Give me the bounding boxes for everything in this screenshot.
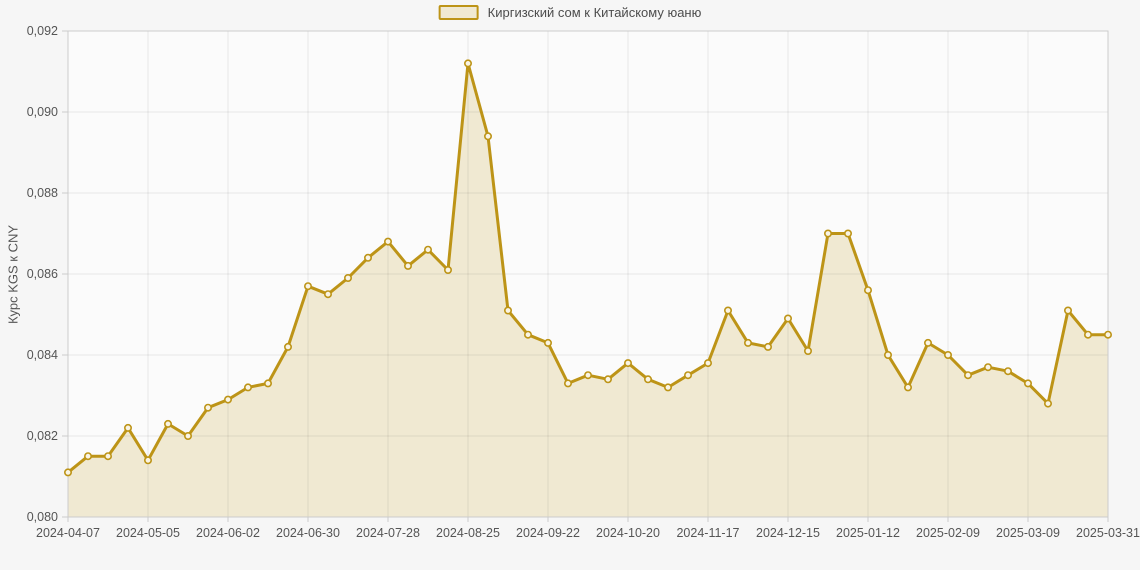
- data-point-marker[interactable]: [943, 350, 952, 359]
- data-point-marker[interactable]: [84, 452, 93, 461]
- y-tick-label: 0,088: [27, 186, 58, 200]
- data-point-marker[interactable]: [663, 383, 672, 392]
- y-tick-label: 0,092: [27, 24, 58, 38]
- data-point-marker[interactable]: [803, 346, 812, 355]
- data-point-marker[interactable]: [883, 350, 892, 359]
- data-point-marker[interactable]: [843, 229, 852, 238]
- data-point-marker[interactable]: [643, 375, 652, 384]
- data-point-marker[interactable]: [703, 359, 712, 368]
- data-point-marker[interactable]: [823, 229, 832, 238]
- data-point-marker[interactable]: [383, 237, 392, 246]
- legend-swatch-icon: [438, 5, 479, 20]
- data-point-marker[interactable]: [1044, 399, 1053, 408]
- x-tick-label: 2024-06-30: [276, 526, 340, 540]
- data-point-marker[interactable]: [863, 286, 872, 295]
- data-point-marker[interactable]: [743, 338, 752, 347]
- data-point-marker[interactable]: [983, 363, 992, 372]
- data-point-marker[interactable]: [323, 290, 332, 299]
- x-tick-label: 2024-04-07: [36, 526, 100, 540]
- y-tick-label: 0,086: [27, 267, 58, 281]
- x-tick-label: 2024-06-02: [196, 526, 260, 540]
- data-point-marker[interactable]: [1003, 367, 1012, 376]
- data-point-marker[interactable]: [263, 379, 272, 388]
- x-tick-label: 2024-12-15: [756, 526, 820, 540]
- plot-border: [67, 30, 1109, 518]
- data-point-marker[interactable]: [683, 371, 692, 380]
- data-point-marker[interactable]: [144, 456, 153, 465]
- data-point-marker[interactable]: [763, 342, 772, 351]
- x-tick-label: 2024-11-17: [676, 526, 739, 540]
- data-point-marker[interactable]: [723, 306, 732, 315]
- data-point-marker[interactable]: [503, 306, 512, 315]
- x-tick-label: 2024-10-20: [596, 526, 660, 540]
- x-tick-label: 2025-03-31: [1076, 526, 1140, 540]
- data-point-marker[interactable]: [124, 423, 133, 432]
- data-point-marker[interactable]: [563, 379, 572, 388]
- x-tick-label: 2025-01-12: [836, 526, 900, 540]
- data-point-marker[interactable]: [363, 253, 372, 262]
- data-point-marker[interactable]: [523, 330, 532, 339]
- data-point-marker[interactable]: [104, 452, 113, 461]
- data-point-marker[interactable]: [583, 371, 592, 380]
- data-point-marker[interactable]: [903, 383, 912, 392]
- data-point-marker[interactable]: [423, 245, 432, 254]
- data-point-marker[interactable]: [244, 383, 253, 392]
- data-point-marker[interactable]: [403, 261, 412, 270]
- data-point-marker[interactable]: [1024, 379, 1033, 388]
- data-point-marker[interactable]: [343, 273, 352, 282]
- data-point-marker[interactable]: [1064, 306, 1073, 315]
- x-tick-label: 2024-07-28: [356, 526, 420, 540]
- data-point-marker[interactable]: [164, 419, 173, 428]
- data-point-marker[interactable]: [963, 371, 972, 380]
- y-tick-label: 0,090: [27, 105, 58, 119]
- data-point-marker[interactable]: [303, 282, 312, 291]
- y-tick-label: 0,084: [27, 348, 58, 362]
- y-tick-label: 0,082: [27, 429, 58, 443]
- data-point-marker[interactable]: [623, 359, 632, 368]
- data-point-marker[interactable]: [64, 468, 73, 477]
- data-point-marker[interactable]: [204, 403, 213, 412]
- data-point-marker[interactable]: [283, 342, 292, 351]
- data-point-marker[interactable]: [1084, 330, 1093, 339]
- x-tick-label: 2024-09-22: [516, 526, 580, 540]
- x-tick-label: 2024-08-25: [436, 526, 500, 540]
- data-point-marker[interactable]: [443, 265, 452, 274]
- data-point-marker[interactable]: [543, 338, 552, 347]
- data-point-marker[interactable]: [463, 59, 472, 68]
- x-tick-label: 2025-02-09: [916, 526, 980, 540]
- data-point-marker[interactable]: [603, 375, 612, 384]
- data-point-marker[interactable]: [184, 431, 193, 440]
- legend-label: Киргизский сом к Китайскому юаню: [487, 5, 702, 20]
- x-tick-label: 2025-03-09: [996, 526, 1060, 540]
- legend-item[interactable]: Киргизский сом к Китайскому юаню: [438, 5, 702, 20]
- data-point-marker[interactable]: [783, 314, 792, 323]
- data-point-marker[interactable]: [224, 395, 233, 404]
- x-tick-label: 2024-05-05: [116, 526, 180, 540]
- data-point-marker[interactable]: [923, 338, 932, 347]
- data-point-marker[interactable]: [1104, 330, 1113, 339]
- y-tick-label: 0,080: [27, 510, 58, 524]
- data-point-marker[interactable]: [483, 132, 492, 141]
- series-area-fill: [68, 63, 1108, 518]
